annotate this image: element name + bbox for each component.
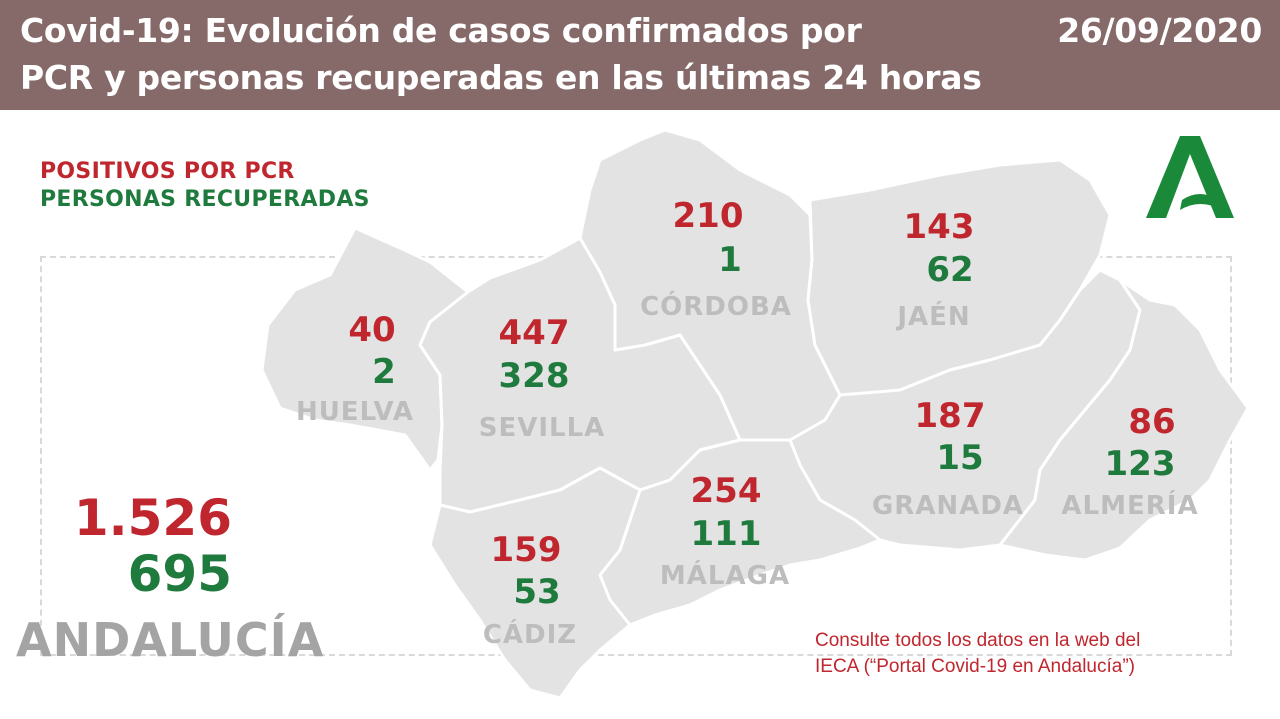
cadiz-positives: 159: [490, 530, 562, 570]
legend-recovered-label: PERSONAS RECUPERADAS: [40, 187, 370, 212]
region-label: ANDALUCÍA: [16, 613, 325, 667]
province-shape-almeria: [998, 278, 1250, 562]
cordoba-recovered: 1: [718, 240, 742, 280]
granada-label: GRANADA: [871, 491, 1025, 521]
cordoba-label: CÓRDOBA: [640, 292, 792, 322]
jaen-positives: 143: [903, 207, 975, 247]
cordoba-positives: 210: [672, 196, 744, 236]
date-label: 26/09/2020: [1057, 11, 1262, 50]
almeria-label: ALMERÍA: [1061, 491, 1199, 521]
jaen-label: JAÉN: [897, 302, 971, 332]
malaga-recovered: 111: [690, 514, 762, 554]
almeria-recovered: 123: [1104, 444, 1176, 484]
sevilla-label: SEVILLA: [478, 413, 606, 443]
sevilla-positives: 447: [498, 313, 570, 353]
footnote-text: Consulte todos los datos en la web del I…: [815, 630, 1141, 677]
malaga-label: MÁLAGA: [659, 561, 791, 591]
huelva-recovered: 2: [372, 352, 396, 392]
granada-positives: 187: [914, 396, 986, 436]
province-shape-cadiz: [428, 466, 642, 700]
total-positives: 1.526: [73, 489, 232, 547]
malaga-positives: 254: [690, 471, 762, 511]
jaen-recovered: 62: [926, 250, 974, 290]
granada-recovered: 15: [936, 438, 984, 478]
cadiz-recovered: 53: [513, 572, 561, 612]
legend-positives-label: POSITIVOS POR PCR: [40, 159, 295, 184]
cadiz-label: CÁDIZ: [482, 620, 578, 650]
total-recovered: 695: [127, 545, 232, 603]
andalucia-map: [260, 128, 1250, 700]
sevilla-recovered: 328: [498, 356, 570, 396]
page-title: Covid-19: Evolución de casos confirmados…: [20, 11, 982, 97]
huelva-positives: 40: [348, 310, 396, 350]
junta-de-andalucia-logo-icon: [1146, 136, 1234, 218]
almeria-positives: 86: [1128, 402, 1176, 442]
header-bar: Covid-19: Evolución de casos confirmados…: [0, 0, 1280, 110]
huelva-label: HUELVA: [295, 397, 415, 427]
